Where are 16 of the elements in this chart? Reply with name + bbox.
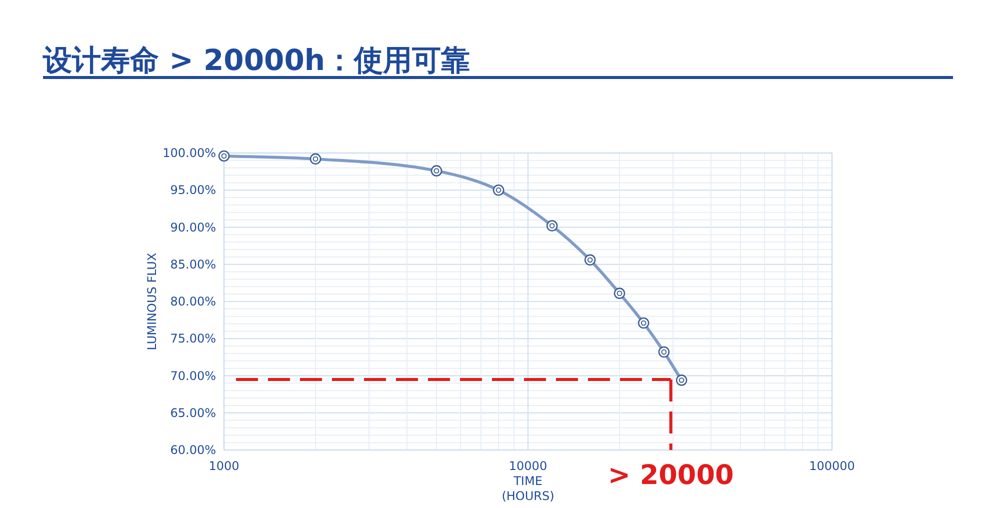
y-tick-label: 65.00% xyxy=(170,406,216,420)
y-tick-label: 85.00% xyxy=(170,257,216,272)
y-tick-label: 60.00% xyxy=(170,443,216,457)
x-tick-label: 100000 xyxy=(809,459,855,473)
y-tick-label: 100.00% xyxy=(162,146,216,160)
y-axis-title: LUMINOUS FLUX xyxy=(145,252,159,350)
chart-title: 设计寿命 > 20000h：使用可靠 xyxy=(42,43,470,77)
text: > 20000 xyxy=(608,460,734,491)
x-axis-title: TIME (HOURS) xyxy=(502,474,554,503)
y-tick-label: 95.00% xyxy=(170,183,216,198)
y-tick-label: 90.00% xyxy=(170,220,216,234)
y-tick-label: 70.00% xyxy=(170,368,216,383)
x-tick-label: 10000 xyxy=(508,459,548,473)
x-tick-label: 1000 xyxy=(208,459,240,473)
y-tick-label: 80.00% xyxy=(170,294,216,308)
y-tick-label: 75.00% xyxy=(170,332,216,346)
